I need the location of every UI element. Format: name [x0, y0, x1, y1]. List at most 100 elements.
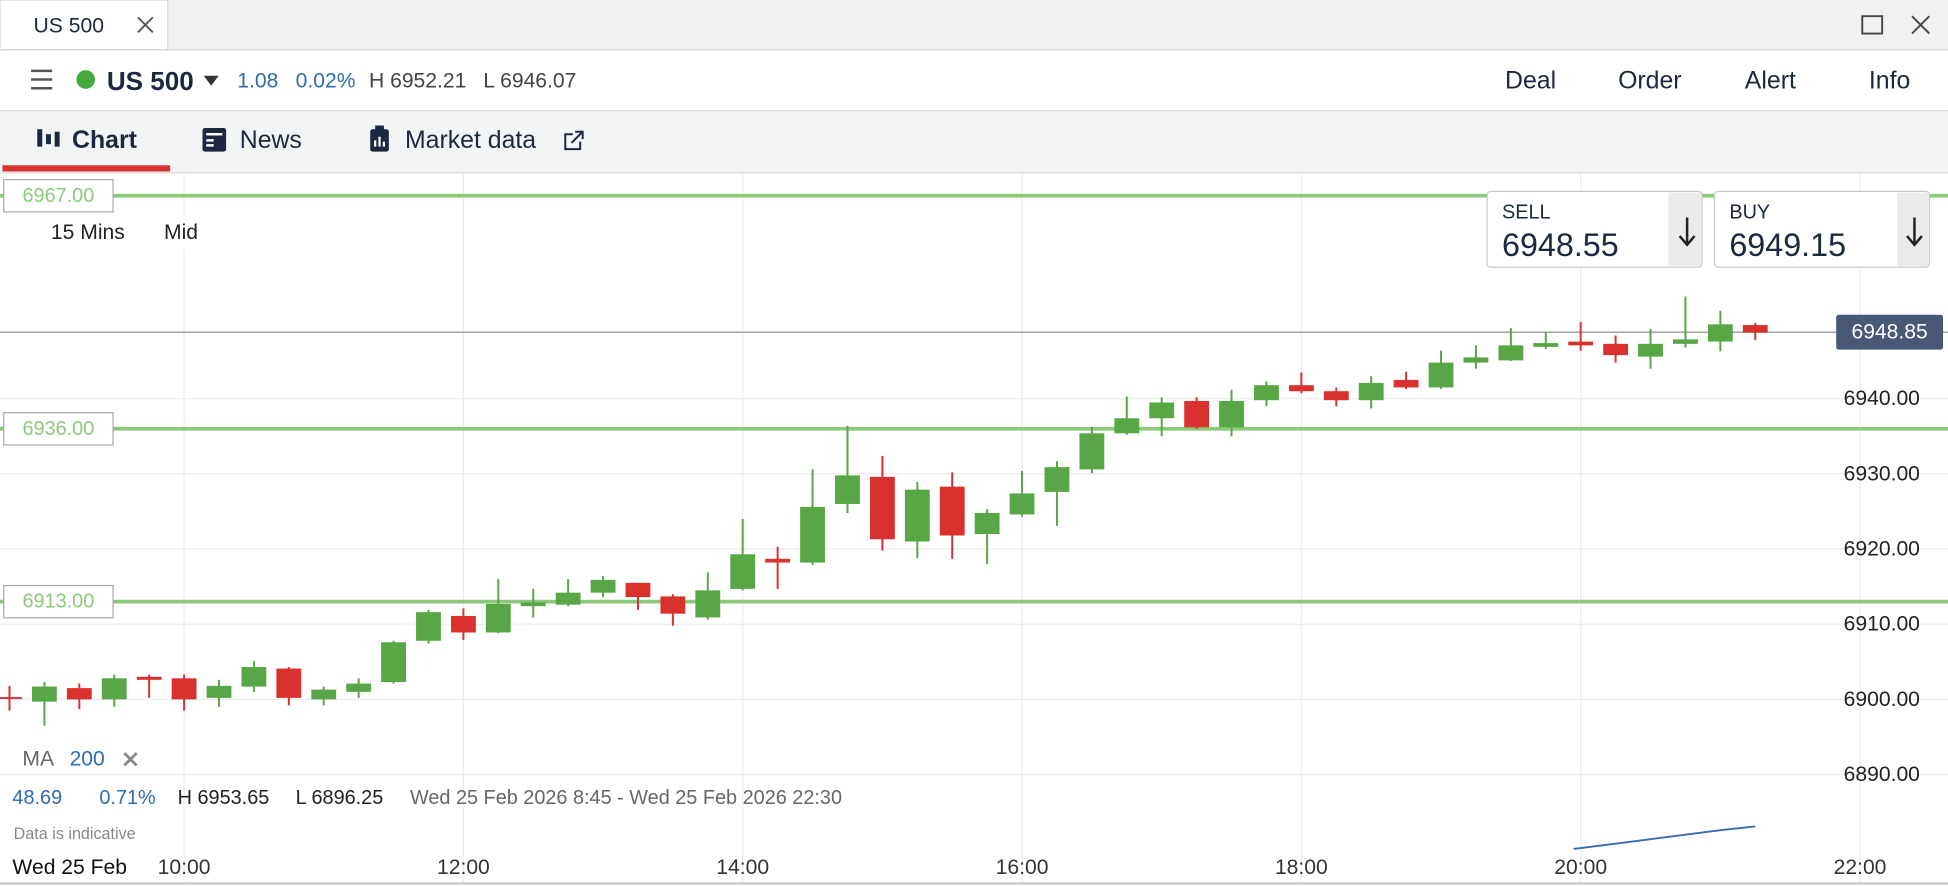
- ma-period: 200: [70, 748, 105, 771]
- close-window-icon[interactable]: [1911, 15, 1931, 35]
- candle-body: [660, 596, 686, 614]
- candle-body: [171, 678, 197, 700]
- x-tick-label: 12:00: [437, 856, 490, 879]
- x-tick-label: 10:00: [158, 856, 211, 879]
- tab[interactable]: News: [240, 127, 302, 154]
- level-label: 6936.00: [22, 418, 94, 440]
- market-status-dot: [76, 70, 96, 89]
- y-tick-label: 6930.00: [1844, 462, 1920, 485]
- candle-body: [1568, 341, 1594, 346]
- candle-body: [520, 602, 546, 607]
- candle-body: [835, 475, 860, 504]
- x-tick-label: 22:00: [1834, 856, 1887, 879]
- candle-body: [1707, 324, 1733, 342]
- interval-button[interactable]: [34, 216, 147, 249]
- candle-body: [974, 512, 1000, 535]
- candle-body: [311, 689, 337, 700]
- candle-body: [765, 558, 791, 563]
- action-button[interactable]: Order: [1618, 67, 1681, 94]
- plot-overlay: 10:00 12:00 14:00 16:00 18:00 20:00 22:00 6890.…: [3, 178, 1944, 879]
- remove-ma-icon[interactable]: [123, 752, 138, 767]
- range-change: 48.69: [12, 787, 62, 809]
- candle-body: [1428, 362, 1454, 388]
- sell-label: SELL: [1502, 201, 1551, 223]
- buy-box[interactable]: [1713, 190, 1930, 268]
- candle-body: [625, 582, 651, 598]
- candle-body: [66, 688, 92, 700]
- last-price-label: 6948.85: [1851, 321, 1927, 344]
- candle-body: [1044, 467, 1070, 492]
- candle-body: [1603, 343, 1629, 356]
- candle-body: [1323, 391, 1349, 401]
- tabs-bar: [0, 110, 1948, 173]
- window-tab-title: US 500: [34, 15, 104, 38]
- change: 1.08: [237, 69, 278, 92]
- action-button[interactable]: Alert: [1745, 67, 1796, 94]
- candle-body: [101, 678, 127, 700]
- candle-body: [0, 697, 22, 699]
- action-button[interactable]: Deal: [1505, 67, 1556, 94]
- candle-body: [1533, 343, 1559, 347]
- candle-body: [1149, 402, 1175, 419]
- market-data-tab-icon: [370, 125, 389, 152]
- buy-price[interactable]: 6949.15: [1729, 227, 1846, 263]
- candle-body: [800, 506, 825, 563]
- candle-body: [869, 476, 895, 540]
- disclaimer: Data is indicative: [14, 825, 136, 843]
- candle-body: [695, 590, 721, 618]
- menu-icon[interactable]: [31, 69, 53, 90]
- sell-price[interactable]: 6948.55: [1502, 227, 1619, 263]
- y-tick-label: 6920.00: [1844, 538, 1920, 561]
- candle-body: [730, 554, 756, 589]
- instrument-name[interactable]: US 500: [107, 66, 194, 96]
- price-type-button[interactable]: [151, 216, 217, 249]
- candle-body: [1673, 339, 1698, 344]
- interval[interactable]: 15 Mins: [51, 221, 125, 244]
- candle-body: [904, 489, 930, 542]
- chart-tab-icon: [37, 129, 60, 147]
- candle-body: [416, 612, 441, 641]
- day-high: H 6952.21: [369, 69, 466, 92]
- level-label: 6913.00: [22, 591, 94, 613]
- tab[interactable]: Chart: [72, 127, 137, 154]
- candle-body: [1358, 382, 1384, 401]
- candle-body: [1079, 433, 1105, 470]
- candle-body: [1498, 345, 1524, 361]
- y-tick-label: 6900.00: [1844, 688, 1920, 711]
- action-button[interactable]: Info: [1869, 67, 1910, 94]
- x-tick-label: 16:00: [996, 856, 1049, 879]
- candle-body: [450, 615, 476, 633]
- level-label-box: [3, 584, 114, 619]
- candle-body: [276, 668, 302, 698]
- candle-body: [241, 667, 267, 687]
- news-tab-icon: [202, 127, 227, 152]
- instrument-dropdown[interactable]: [203, 75, 219, 86]
- candle-body: [1393, 379, 1419, 388]
- candle-body: [1184, 400, 1210, 428]
- external-link-icon: [564, 130, 584, 151]
- ma-line: [1573, 825, 1756, 850]
- last-price-box: [1836, 314, 1944, 350]
- candle-body: [1114, 418, 1140, 434]
- x-tick-label: 20:00: [1554, 856, 1607, 879]
- tab[interactable]: Market data: [405, 127, 536, 154]
- sell-box[interactable]: [1486, 190, 1703, 268]
- level-label: 6967.00: [22, 185, 94, 207]
- maximize-icon[interactable]: [1861, 15, 1884, 35]
- day-low: L 6946.07: [483, 69, 576, 92]
- grid: [0, 173, 1948, 883]
- window-tab[interactable]: [0, 0, 169, 51]
- range-high: H 6953.65: [178, 787, 270, 809]
- active-tab-indicator: [2, 165, 171, 172]
- range-change-pct: 0.71%: [99, 787, 155, 809]
- candle-body: [1288, 385, 1314, 392]
- close-tab-icon[interactable]: [137, 16, 154, 33]
- price-type[interactable]: Mid: [164, 221, 198, 244]
- x-tick-label: 18:00: [1275, 856, 1328, 879]
- date-label: Wed 25 Feb: [12, 856, 127, 879]
- candle-body: [381, 642, 406, 683]
- candle-body: [1254, 385, 1279, 401]
- range-low: L 6896.25: [296, 787, 384, 809]
